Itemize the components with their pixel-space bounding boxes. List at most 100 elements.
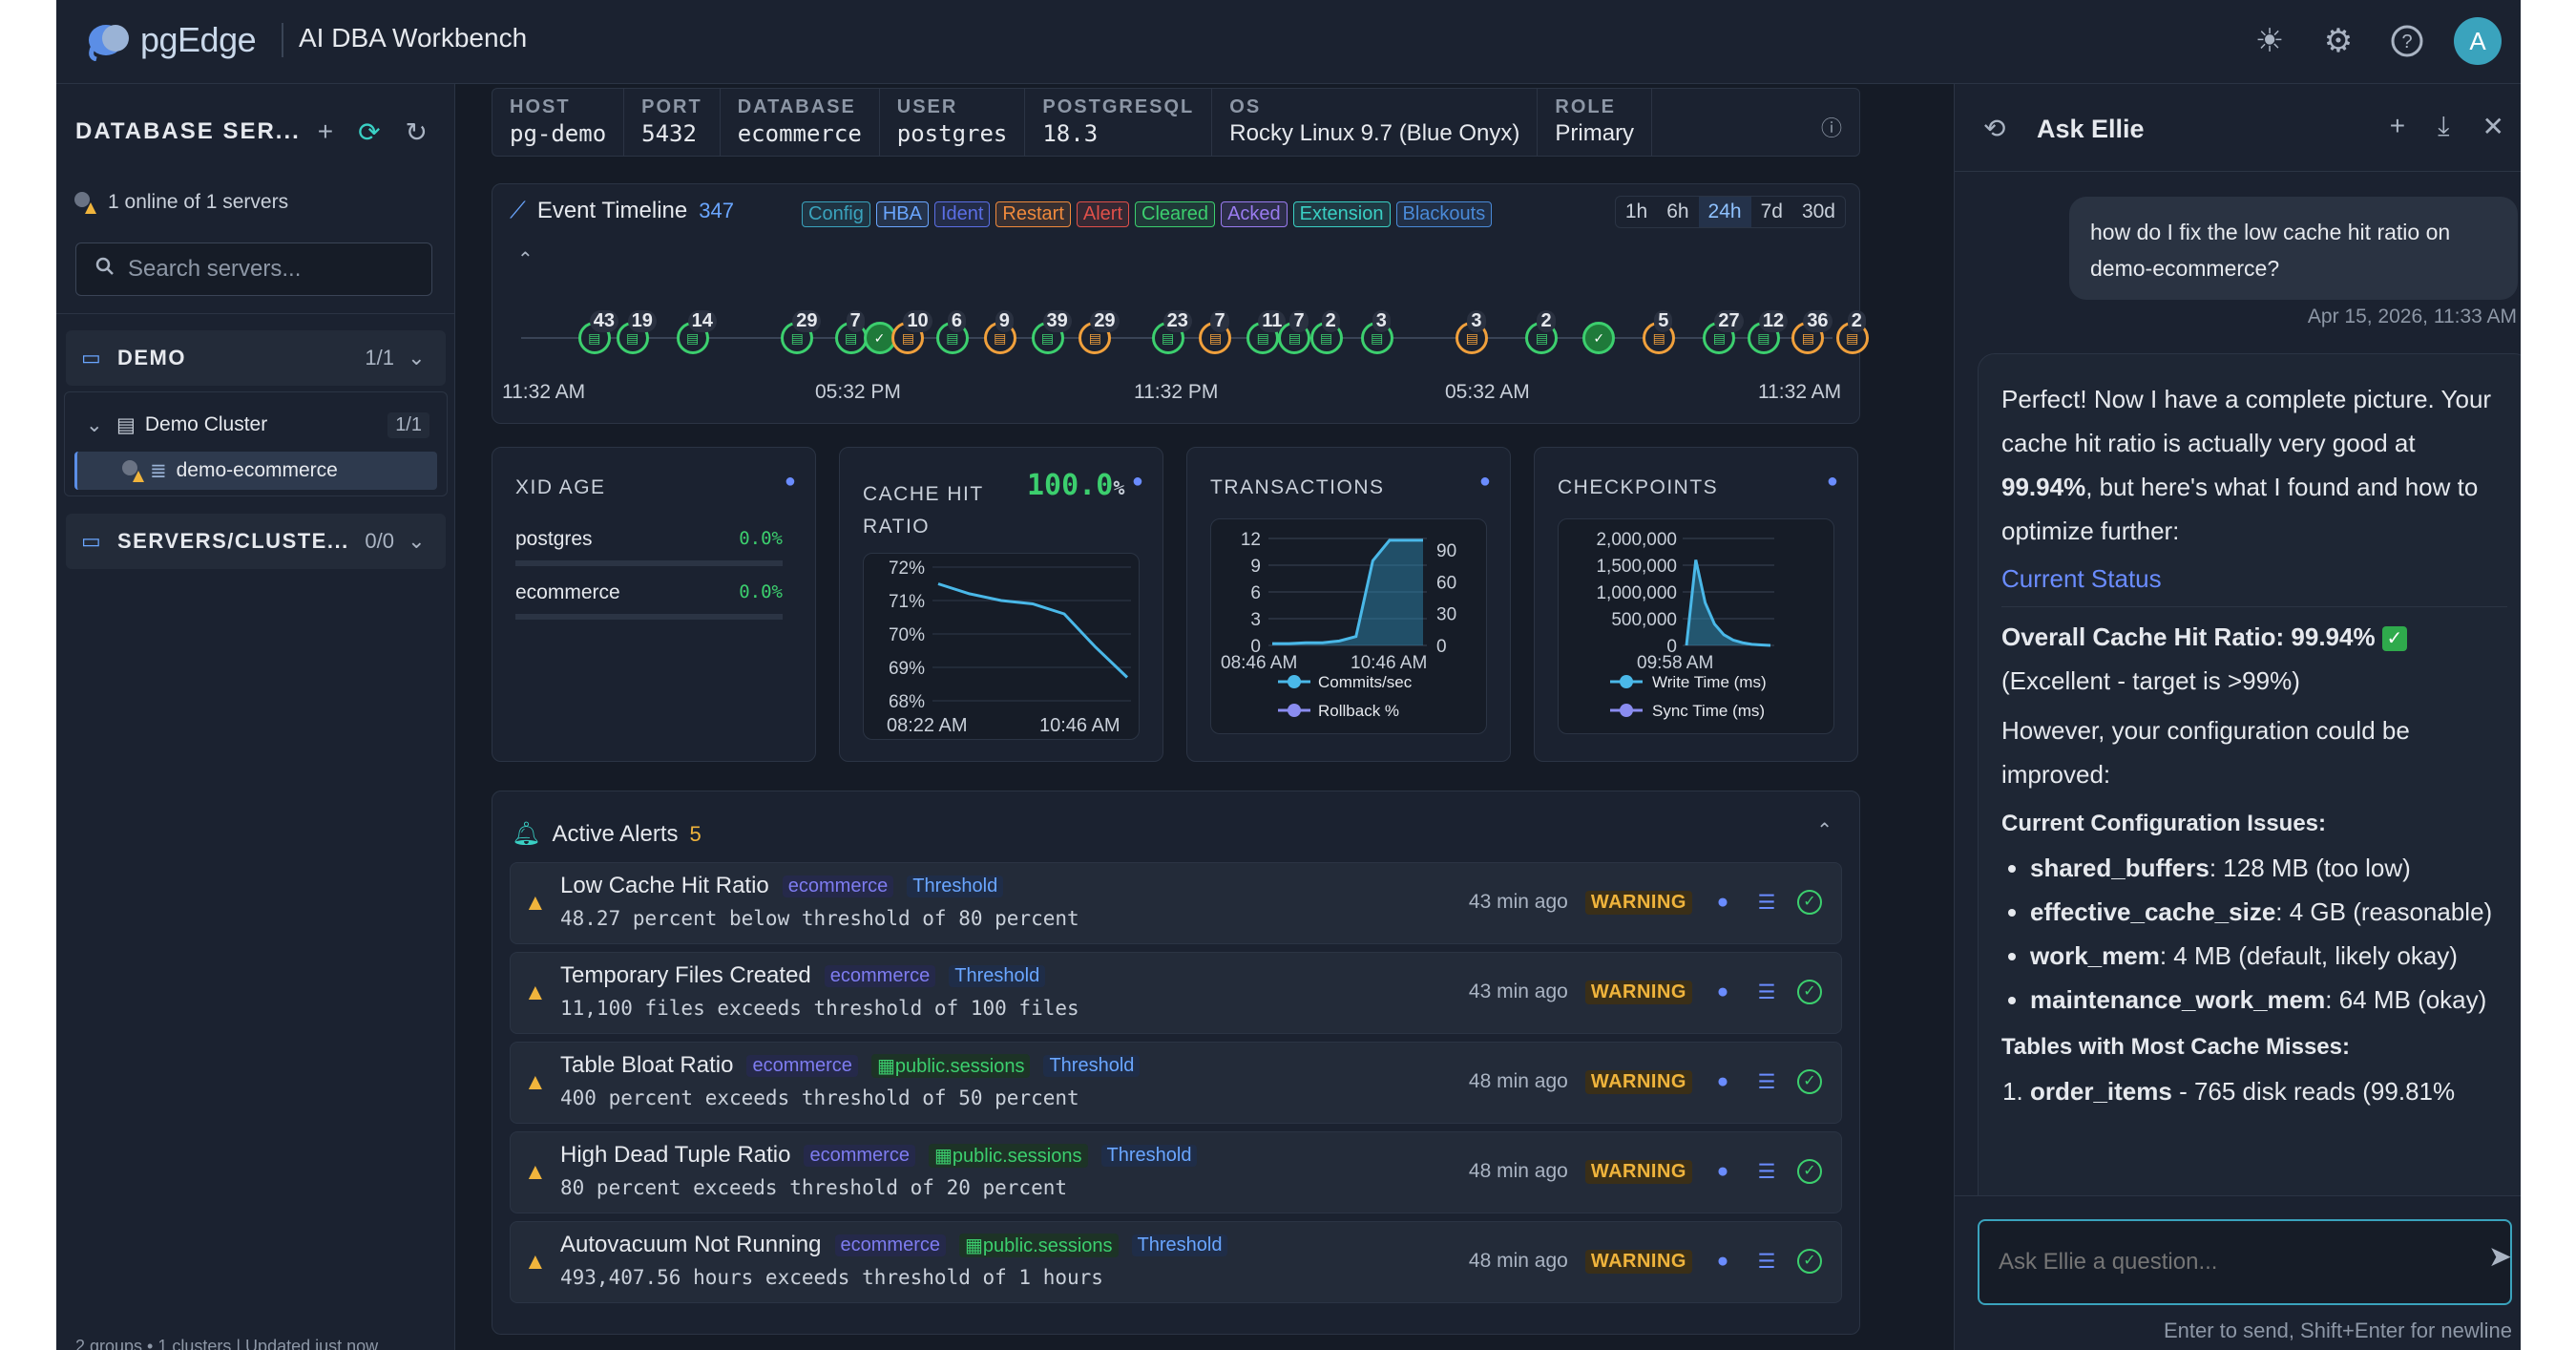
group-servers-row[interactable]: ▭ SERVERS/CLUSTE... 0/0 ⌄ — [66, 514, 446, 569]
alerts-count: 5 — [689, 821, 702, 846]
filter-chip-acked[interactable]: Acked — [1221, 201, 1288, 227]
table-value: - 765 disk reads (99.81% — [2171, 1077, 2456, 1106]
alert-row[interactable]: ▲ High Dead Tuple Ratio ecommerce ▦public.s… — [510, 1131, 1842, 1213]
cluster-row[interactable]: ⌄ ▤ Demo Cluster 1/1 — [65, 408, 447, 442]
info-icon[interactable]: ⓘ — [1820, 116, 1842, 140]
filter-chip-hba[interactable]: HBA — [875, 201, 929, 227]
analyze-icon[interactable]: ● — [1716, 891, 1729, 913]
alert-row[interactable]: ▲ Temporary Files Created ecommerce Thresho… — [510, 952, 1842, 1034]
group-count: 0/0 — [365, 529, 394, 553]
issue-value: : 128 MB (too low) — [2209, 854, 2411, 882]
acknowledge-icon[interactable]: ✓ — [1797, 1069, 1822, 1094]
app-title: AI DBA Workbench — [299, 23, 528, 53]
filter-chip-blackouts[interactable]: Blackouts — [1395, 201, 1493, 227]
pin-icon[interactable]: ● — [1131, 471, 1143, 492]
pin-icon[interactable]: ● — [1478, 471, 1491, 492]
info-label: USER — [896, 96, 958, 117]
help-icon[interactable]: ? — [2385, 19, 2429, 63]
commits-line — [1272, 538, 1423, 645]
alert-row[interactable]: ▲ Low Cache Hit Ratio ecommerce Threshold 48… — [510, 862, 1842, 944]
tune-icon[interactable]: ☰ — [1757, 1250, 1776, 1273]
pin-icon[interactable]: ● — [784, 471, 796, 492]
y-tick-right: 0 — [1436, 637, 1447, 657]
avatar[interactable]: A — [2454, 17, 2502, 65]
range-1h[interactable]: 1h — [1624, 200, 1648, 222]
range-30d[interactable]: 30d — [1801, 200, 1835, 222]
reply-tables-title: Tables with Most Cache Misses: — [2001, 1034, 2350, 1060]
tune-icon[interactable]: ☰ — [1757, 1070, 1776, 1093]
server-search[interactable]: Search servers... — [75, 243, 432, 296]
new-chat-icon[interactable]: + — [2389, 111, 2406, 140]
tune-icon[interactable]: ☰ — [1757, 891, 1776, 914]
table-tag-text: public.sessions — [894, 1055, 1025, 1077]
timeline-event-count: 39 — [1042, 310, 1072, 332]
card-title-line1: CACHE HIT — [863, 483, 984, 505]
severity-badge: WARNING — [1584, 1069, 1692, 1094]
sync-icon[interactable]: ⟳ — [358, 117, 381, 147]
reply-intro-rest: , but here's what I found and how to opt… — [2001, 473, 2479, 545]
chevron-down-icon[interactable]: ⌄ — [86, 413, 103, 436]
group-servers-clusters[interactable]: ▭ SERVERS/CLUSTE... 0/0 ⌄ — [66, 514, 446, 569]
acknowledge-icon[interactable]: ✓ — [1797, 1159, 1822, 1184]
analyze-icon[interactable]: ● — [1716, 1250, 1729, 1272]
refresh-icon[interactable]: ↻ — [405, 117, 428, 147]
analyze-icon[interactable]: ● — [1716, 981, 1729, 1002]
timeline-event-config[interactable]: ▤ — [1278, 322, 1311, 354]
range-24h[interactable]: 24h — [1698, 197, 1751, 227]
download-icon[interactable]: ⤓ — [2438, 111, 2450, 140]
filter-chip-ident[interactable]: Ident — [933, 201, 991, 227]
timeline-event-cleared[interactable]: ✓ — [863, 322, 896, 354]
filter-chip-cleared[interactable]: Cleared — [1135, 201, 1216, 227]
range-6h[interactable]: 6h — [1666, 200, 1689, 222]
legend-marker — [1620, 675, 1633, 688]
y-tick: 0 — [1250, 637, 1261, 657]
svg-text:?: ? — [2401, 32, 2412, 53]
timeline-header: ⟋ Event Timeline 347 — [510, 198, 734, 224]
analyze-icon[interactable]: ● — [1716, 1070, 1729, 1092]
chevron-down-icon[interactable]: ⌄ — [408, 529, 427, 553]
reply-overall-bold: Overall Cache Hit Ratio: 99.94% — [2001, 622, 2376, 651]
database-row[interactable]: ≣ demo-ecommerce — [74, 452, 437, 490]
write-time-line — [1685, 559, 1771, 647]
alert-description: 80 percent exceeds threshold of 20 perce… — [560, 1176, 1068, 1199]
reply-issues-title: Current Configuration Issues: — [2001, 811, 2327, 836]
filter-chip-alert[interactable]: Alert — [1076, 201, 1130, 227]
group-demo[interactable]: ▭ DEMO 1/1 ⌄ — [66, 330, 446, 386]
chat-input-area: ➤ Enter to send, Shift+Enter for newline — [1955, 1195, 2521, 1350]
group-demo-row[interactable]: ▭ DEMO 1/1 ⌄ — [66, 330, 446, 386]
logo[interactable]: pgEdge — [83, 19, 257, 61]
info-label: POSTGRESQL — [1042, 96, 1195, 117]
tune-icon[interactable]: ☰ — [1757, 981, 1776, 1003]
range-7d[interactable]: 7d — [1760, 200, 1783, 222]
pin-icon[interactable]: ● — [1826, 471, 1838, 492]
acknowledge-icon[interactable]: ✓ — [1797, 1249, 1822, 1274]
chevron-down-icon[interactable]: ⌄ — [408, 346, 427, 369]
legend-label: Commits/sec — [1318, 673, 1413, 691]
analyze-icon[interactable]: ● — [1716, 1160, 1729, 1182]
issue-item: work_mem: 4 MB (default, likely okay) — [2030, 934, 2507, 978]
timeline-event-cleared[interactable]: ✓ — [1582, 322, 1616, 354]
acknowledge-icon[interactable]: ✓ — [1797, 980, 1822, 1004]
group-count: 1/1 — [365, 346, 394, 369]
database-tag: ecommerce — [824, 964, 936, 987]
chevron-up-icon[interactable]: ⌃ — [1816, 820, 1833, 841]
info-cell-os: OS Rocky Linux 9.7 (Blue Onyx) — [1212, 89, 1539, 156]
acknowledge-icon[interactable]: ✓ — [1797, 890, 1822, 915]
filter-chip-config[interactable]: Config — [802, 201, 870, 227]
chevron-up-icon[interactable]: ⌃ — [517, 249, 534, 270]
send-icon[interactable]: ➤ — [2487, 1241, 2512, 1273]
chat-input[interactable] — [1978, 1219, 2512, 1305]
close-icon[interactable]: ✕ — [2482, 112, 2504, 141]
alert-row[interactable]: ▲ Autovacuum Not Running ecommerce ▦public.… — [510, 1221, 1842, 1303]
tune-icon[interactable]: ☰ — [1757, 1160, 1776, 1183]
info-label: PORT — [641, 96, 702, 117]
sun-icon[interactable]: ☀ — [2254, 23, 2285, 59]
history-icon[interactable]: ⟲ — [1983, 114, 2006, 143]
filter-chip-extension[interactable]: Extension — [1292, 201, 1391, 227]
table-item: order_items - 765 disk reads (99.81% — [2030, 1069, 2507, 1113]
database-name: demo-ecommerce — [176, 459, 338, 481]
add-icon[interactable]: + — [317, 116, 334, 146]
filter-chip-restart[interactable]: Restart — [995, 201, 1071, 227]
alert-row[interactable]: ▲ Table Bloat Ratio ecommerce ▦public.sessi… — [510, 1042, 1842, 1124]
gear-icon[interactable]: ⚙ — [2323, 23, 2354, 59]
